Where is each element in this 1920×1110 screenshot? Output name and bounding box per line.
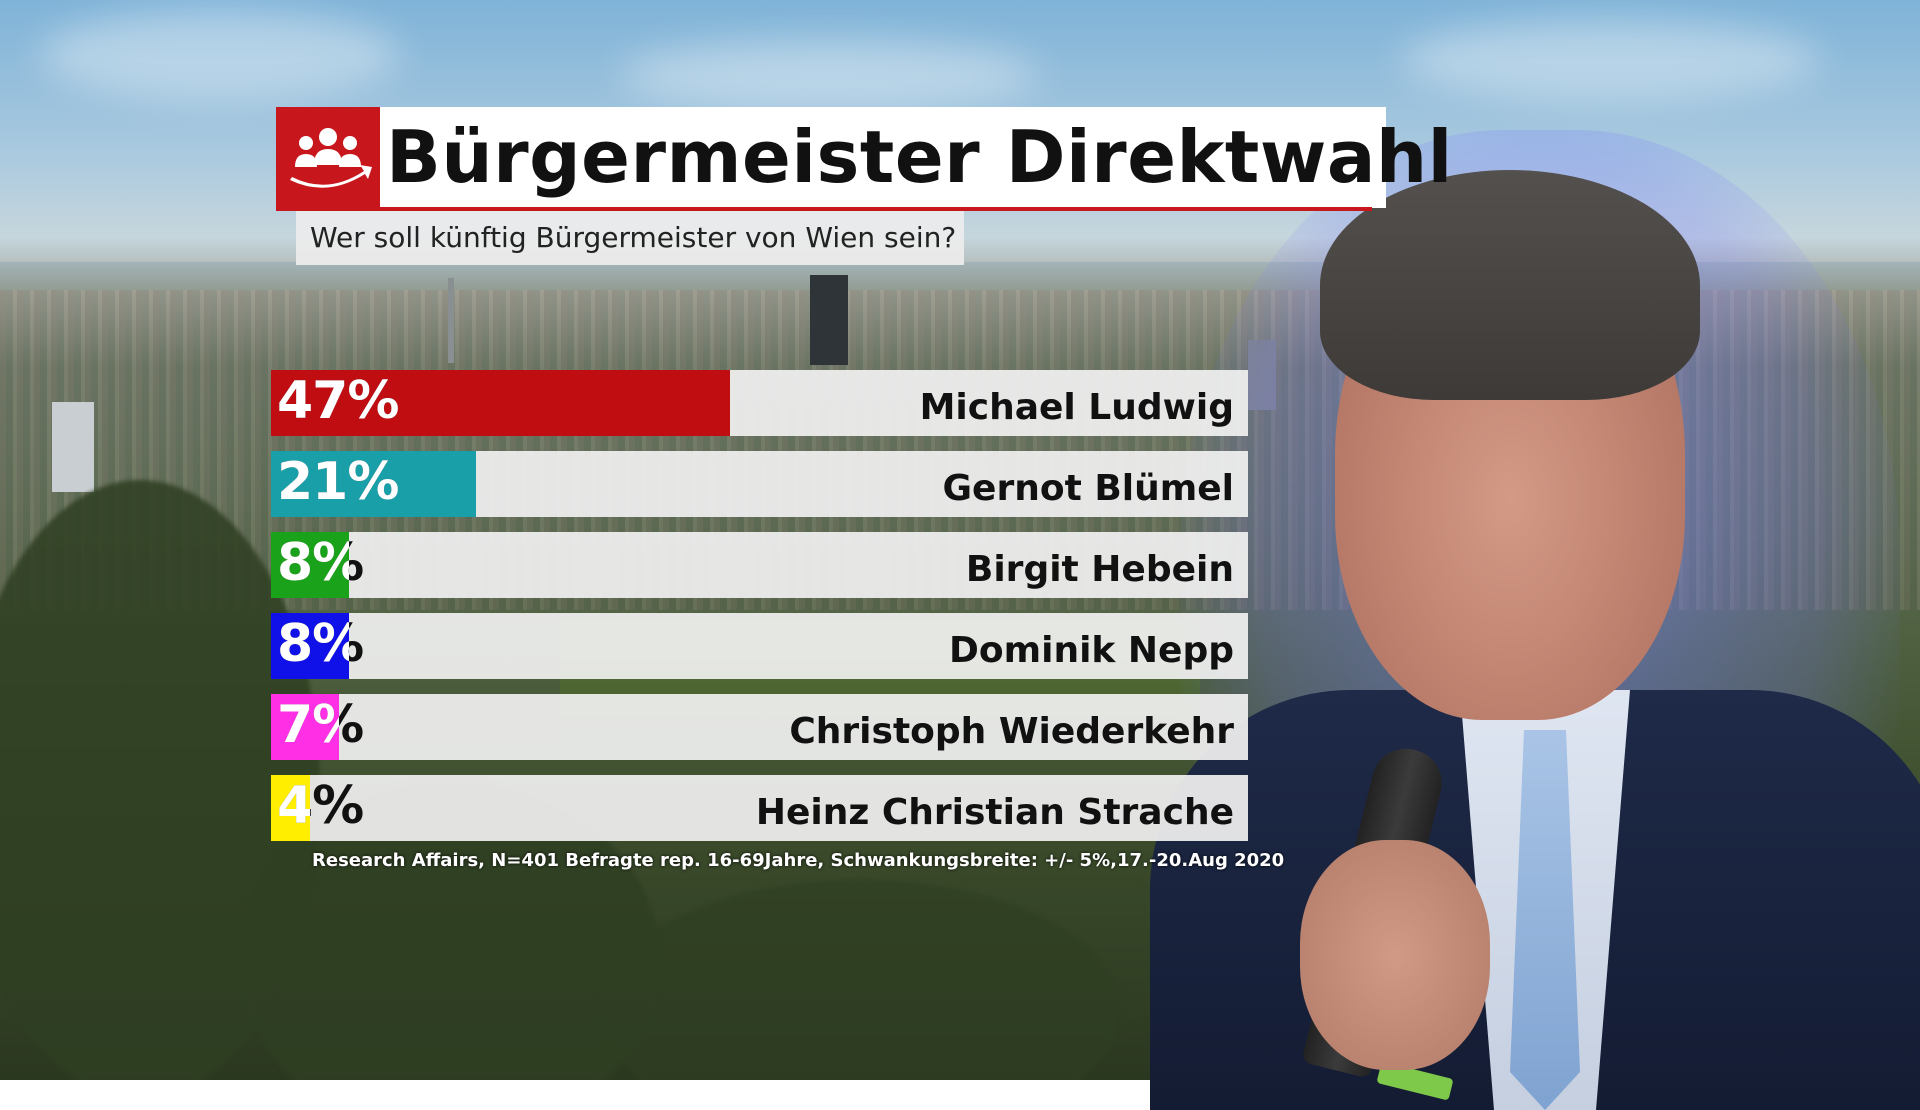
logo-box: [276, 107, 380, 208]
hair: [1320, 170, 1700, 400]
bar-value-clip: 47%: [271, 370, 730, 436]
bar-track: [271, 532, 1248, 598]
cloud: [1400, 20, 1820, 100]
bar-value-clip: 4%: [271, 775, 310, 841]
bar: [271, 370, 730, 436]
bar-value-label-inverse: 7%: [277, 695, 339, 755]
people-group-icon: [290, 128, 372, 188]
cloud: [620, 40, 1040, 110]
bar-value-clip: 8%: [271, 613, 349, 679]
bar-row: 7%7%Christoph Wiederkehr: [271, 694, 1248, 760]
bar-row: 21% 21% Gernot Blümel: [271, 451, 1248, 517]
candidate-name: Heinz Christian Strache: [755, 792, 1234, 833]
hand: [1300, 840, 1490, 1070]
bar: [271, 775, 310, 841]
candidate-name: Birgit Hebein: [965, 549, 1234, 590]
tree-foliage: [600, 880, 1120, 1080]
bar-value-clip: 21%: [271, 451, 476, 517]
bar-value-label: 7%: [277, 695, 364, 755]
bar-value-label: 8%: [277, 533, 364, 593]
candidate-name: Christoph Wiederkehr: [789, 711, 1234, 752]
subtitle: Wer soll künftig Bürgermeister von Wien …: [310, 221, 957, 254]
subtitle-box: [296, 211, 964, 265]
skyscraper: [810, 275, 848, 365]
bar-value-label-inverse: 8%: [277, 614, 349, 674]
bar-value-label-inverse: 4%: [277, 776, 310, 836]
bar-track: [271, 694, 1248, 760]
tv-tower: [448, 278, 454, 363]
bar-row: 47% 47% Michael Ludwig: [271, 370, 1248, 436]
bar-value-label-inverse: 8%: [277, 533, 349, 593]
bar-row: 4%4%Heinz Christian Strache: [271, 775, 1248, 841]
tie: [1510, 730, 1580, 1110]
bar-value-label: 21%: [277, 452, 399, 512]
bar-track: [271, 613, 1248, 679]
speaker-photo: [1120, 130, 1920, 1110]
bar-value-label: 8%: [277, 614, 364, 674]
bar-value-label-inverse: 21%: [277, 452, 399, 512]
bar: [271, 613, 349, 679]
cloud: [40, 10, 400, 100]
candidate-name: Michael Ludwig: [919, 387, 1234, 428]
page-title: Bürgermeister Direktwahl: [386, 115, 1453, 199]
bar-row: 8%8%Birgit Hebein: [271, 532, 1248, 598]
bar: [271, 532, 349, 598]
bar-value-label: 4%: [277, 776, 364, 836]
bar-value-clip: 7%: [271, 694, 339, 760]
candidate-name: Gernot Blümel: [942, 468, 1235, 509]
candidate-name: Dominik Nepp: [949, 630, 1234, 671]
bar-value-label-inverse: 47%: [277, 371, 399, 431]
bar-value-clip: 8%: [271, 532, 349, 598]
bar-row: 8%8%Dominik Nepp: [271, 613, 1248, 679]
title-underline: [276, 207, 1372, 211]
bar-track: [271, 775, 1248, 841]
bar-value-label: 47%: [277, 371, 399, 431]
bar: [271, 694, 339, 760]
source-footnote: Research Affairs, N=401 Befragte rep. 16…: [312, 850, 1285, 871]
bar: [271, 451, 476, 517]
title-box: [276, 107, 1386, 208]
tower-building: [52, 402, 94, 492]
